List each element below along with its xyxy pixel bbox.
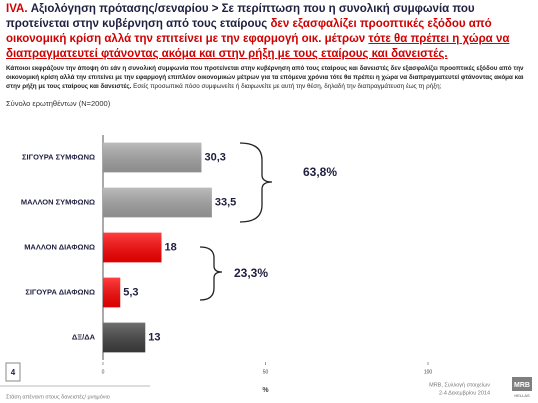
- question: Κάποιοι εκφράζουν την άποψη ότι εάν η συ…: [6, 64, 532, 91]
- title-part: IVA.: [6, 3, 28, 15]
- title-part: τότε θα πρέπει η χώρα να διαπραγματευτεί…: [6, 33, 510, 60]
- page-number: 4: [11, 368, 16, 377]
- x-axis-label: %: [262, 387, 269, 394]
- annotation: 63,8%: [303, 165, 337, 179]
- x-tick-label: 0: [102, 369, 105, 375]
- title: IVA. Αξιολόγηση πρότασης/σεναρίου > Σε π…: [6, 2, 532, 62]
- bar-shade: [103, 277, 121, 308]
- bar-shade: [103, 322, 146, 353]
- page-box: [5, 362, 21, 382]
- bar-shade: [103, 232, 162, 263]
- value-label: 5,3: [123, 286, 138, 298]
- footer-source: MRB, Συλλογή στοιχείων: [429, 381, 490, 388]
- category-label: ΔΞ/ΔΑ: [72, 332, 96, 341]
- logo-box: [512, 377, 532, 391]
- x-tick-label: 100: [424, 369, 433, 375]
- footer-section: Στάση απέναντι στους δανειστές/ μνημόνιο: [6, 393, 110, 400]
- value-label: 33,5: [215, 196, 236, 208]
- category-label: ΣΙΓΟΥΡΑ ΣΥΜΦΩΝΩ: [22, 152, 95, 161]
- title-part: Σε περίπτωση που η συνολική συμφωνία που…: [6, 3, 475, 30]
- value-label: 13: [148, 331, 160, 343]
- category-label: ΣΙΓΟΥΡΑ ΔΙΑΦΩΝΩ: [25, 287, 95, 296]
- category-label: ΜΑΛΛΟΝ ΔΙΑΦΩΝΩ: [24, 242, 95, 251]
- value-label: 30,3: [204, 151, 225, 163]
- annotation: 23,3%: [234, 266, 268, 280]
- base-note: Σύνολο ερωτηθέντων (N=2000): [6, 99, 111, 108]
- bracket: [199, 246, 223, 301]
- footer-dates: 2-4 Δεκεμβρίου 2014: [439, 390, 490, 396]
- logo-sub: HELLAS: [514, 393, 530, 398]
- value-label: 18: [165, 241, 177, 253]
- bracket: [239, 142, 273, 223]
- x-tick-label: 50: [263, 369, 269, 375]
- title-part: Αξιολόγηση πρότασης/σεναρίου >: [30, 3, 219, 15]
- category-label: ΜΑΛΛΟΝ ΣΥΜΦΩΝΩ: [21, 197, 95, 206]
- bar-shade: [103, 142, 202, 173]
- question-text: Εσείς προσωπικά πόσο συμφωνείτε ή διαφων…: [133, 83, 442, 90]
- question-bold: Κάποιοι εκφράζουν την άποψη ότι εάν η συ…: [6, 65, 524, 90]
- logo: MRB: [514, 382, 530, 389]
- bar-shade: [103, 187, 212, 218]
- title-part: δεν εξασφαλίζει προοπτικές εξόδου από οι…: [6, 18, 492, 45]
